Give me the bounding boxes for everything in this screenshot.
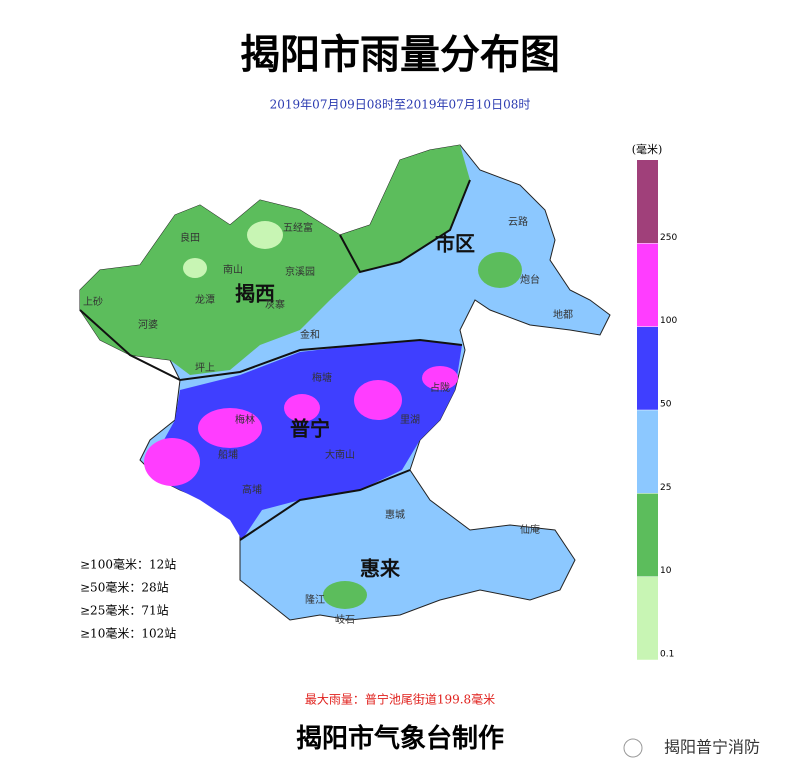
- legend-tick-label: 10: [660, 566, 672, 576]
- town-label: 云路: [508, 215, 528, 228]
- watermark: 揭阳普宁消防: [664, 738, 760, 757]
- legend-band: [637, 493, 658, 577]
- region-label: 市区: [435, 232, 475, 256]
- town-label: 炮台: [520, 273, 540, 286]
- county-border: [239, 469, 411, 541]
- town-label: 坪上: [195, 361, 215, 374]
- map-area: [79, 144, 611, 621]
- zone-100: [284, 394, 320, 422]
- town-label: 龙潭: [195, 293, 215, 306]
- zone-10: [478, 252, 522, 288]
- town-label: 地都: [553, 308, 573, 321]
- legend-tick-label: 0.1: [660, 650, 674, 660]
- zone-10: [80, 145, 470, 375]
- town-label: 南山: [223, 263, 243, 276]
- zone-10: [323, 581, 367, 609]
- title: 揭阳市雨量分布图: [240, 31, 560, 78]
- town-label: 岐石: [335, 613, 355, 626]
- town-label: 梅塘: [312, 371, 332, 384]
- legend-band: [637, 576, 658, 660]
- town-label: 河婆: [138, 319, 158, 331]
- town-label: 隆江: [305, 593, 325, 606]
- legend-band: [637, 243, 658, 327]
- town-label: 占陇: [430, 381, 450, 394]
- town-label: 大南山: [325, 448, 355, 461]
- region-label: 揭西: [235, 282, 275, 306]
- town-label: 梅林: [235, 413, 255, 426]
- max-rain: 最大雨量：普宁池尾街道199.8毫米: [305, 692, 495, 707]
- county-border: [339, 179, 471, 274]
- town-label: 高埔: [242, 483, 262, 496]
- legend-tick-label: 50: [660, 400, 672, 410]
- stat-line: ≥100毫米：12站: [80, 557, 176, 572]
- town-label: 五经富: [283, 221, 313, 234]
- town-label: 仙庵: [520, 523, 540, 536]
- town-label: 上砂: [83, 295, 103, 308]
- zone-100: [354, 380, 402, 420]
- footer: 揭阳市气象台制作: [296, 723, 504, 754]
- region-label: 惠来: [360, 557, 401, 581]
- legend-band: [637, 160, 658, 244]
- station-stats: ≥100毫米：12站 ≥50毫米：28站 ≥25毫米：71站 ≥10毫米：102站: [80, 557, 176, 641]
- town-label: 京溪园: [285, 265, 315, 278]
- zone-01: [183, 258, 207, 278]
- legend-tick-label: 250: [660, 233, 677, 243]
- legend-band: [637, 410, 658, 494]
- town-label: 灰寨: [265, 298, 285, 311]
- legend-band: [637, 326, 658, 410]
- zone-100: [144, 438, 200, 486]
- county-border: [79, 309, 463, 382]
- stat-line: ≥10毫米：102站: [80, 626, 176, 641]
- legend-tick-label: 25: [660, 483, 671, 493]
- zone-01: [247, 221, 283, 249]
- town-label: 良田: [180, 231, 200, 244]
- legend: 0.1 10 25 50 100 250: [637, 160, 677, 661]
- legend-tick-label: 100: [660, 316, 677, 326]
- stat-line: ≥50毫米：28站: [80, 580, 169, 595]
- legend-unit: (毫米): [632, 142, 663, 156]
- subtitle: 2019年07月09日08时至2019年07月10日08时: [270, 98, 531, 112]
- zone-100: [198, 408, 262, 448]
- stat-line: ≥25毫米：71站: [80, 603, 169, 618]
- town-label: 惠城: [385, 508, 405, 521]
- town-label: 里湖: [400, 414, 420, 426]
- wechat-icon: [623, 738, 643, 758]
- zone-100: [422, 366, 458, 390]
- town-label: 金和: [300, 328, 320, 341]
- town-label: 船埔: [218, 448, 238, 461]
- region-label: 普宁: [290, 417, 330, 441]
